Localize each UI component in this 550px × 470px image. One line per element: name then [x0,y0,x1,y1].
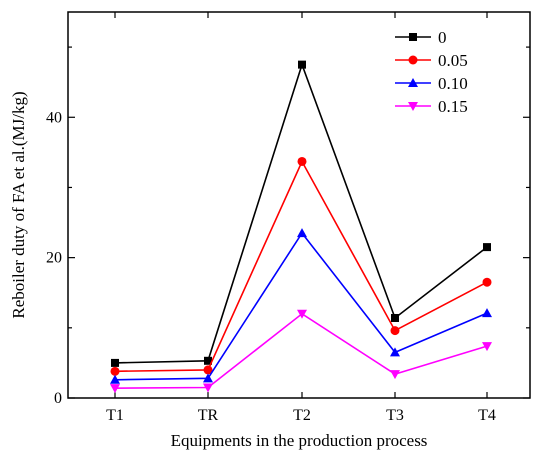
legend: 0 0.05 0.10 0.15 [395,28,468,116]
data-point [408,55,418,65]
data-point [111,358,119,367]
y-axis-ticks: 0 20 40 [46,46,530,407]
data-point [391,313,399,322]
data-point [110,384,120,394]
legend-label: 0.15 [438,97,468,116]
data-point [203,365,213,375]
x-axis-title: Equipments in the production process [171,431,428,450]
legend-item: 0.10 [395,74,468,93]
data-point [297,228,307,238]
data-point [482,342,492,352]
data-point [390,326,400,336]
x-tick-label: T1 [106,407,124,424]
series-line [114,159,488,373]
series-line [114,312,488,389]
data-point [110,366,120,376]
y-tick-label: 40 [46,109,62,126]
series-0.15 [110,309,492,394]
legend-item: 0.15 [395,97,468,116]
data-point [482,277,492,287]
y-tick-label: 0 [54,390,62,407]
series-0.10 [110,228,492,384]
y-tick-label: 20 [46,250,62,267]
x-tick-label: T2 [293,407,311,424]
series-0.05 [110,156,492,376]
data-point [298,60,306,69]
plot-frame [67,11,531,399]
data-point [408,78,418,87]
data-point [297,156,307,166]
data-point [204,356,212,365]
series-0 [111,60,491,367]
y-axis-title: Reboiler duty of FA et al.(MJ/kg) [9,91,28,318]
data-point [483,243,491,252]
series-line [114,231,488,381]
data-point [409,33,417,41]
data-point [203,373,213,383]
x-tick-label: T3 [386,407,404,424]
series-layer [110,60,492,394]
legend-label: 0 [438,28,447,47]
data-point [390,347,400,357]
legend-label: 0.10 [438,74,468,93]
x-axis-ticks: T1 TR T2 T3 T4 [106,12,496,424]
data-point [390,370,400,380]
x-tick-label: T4 [478,407,496,424]
legend-item: 0 [395,28,447,47]
data-point [203,383,213,393]
data-point [110,374,120,384]
data-point [297,309,307,319]
legend-item: 0.05 [395,51,468,70]
data-point [408,102,418,111]
series-line [114,62,488,364]
legend-label: 0.05 [438,51,468,70]
data-point [482,308,492,318]
x-tick-label: TR [198,407,219,424]
